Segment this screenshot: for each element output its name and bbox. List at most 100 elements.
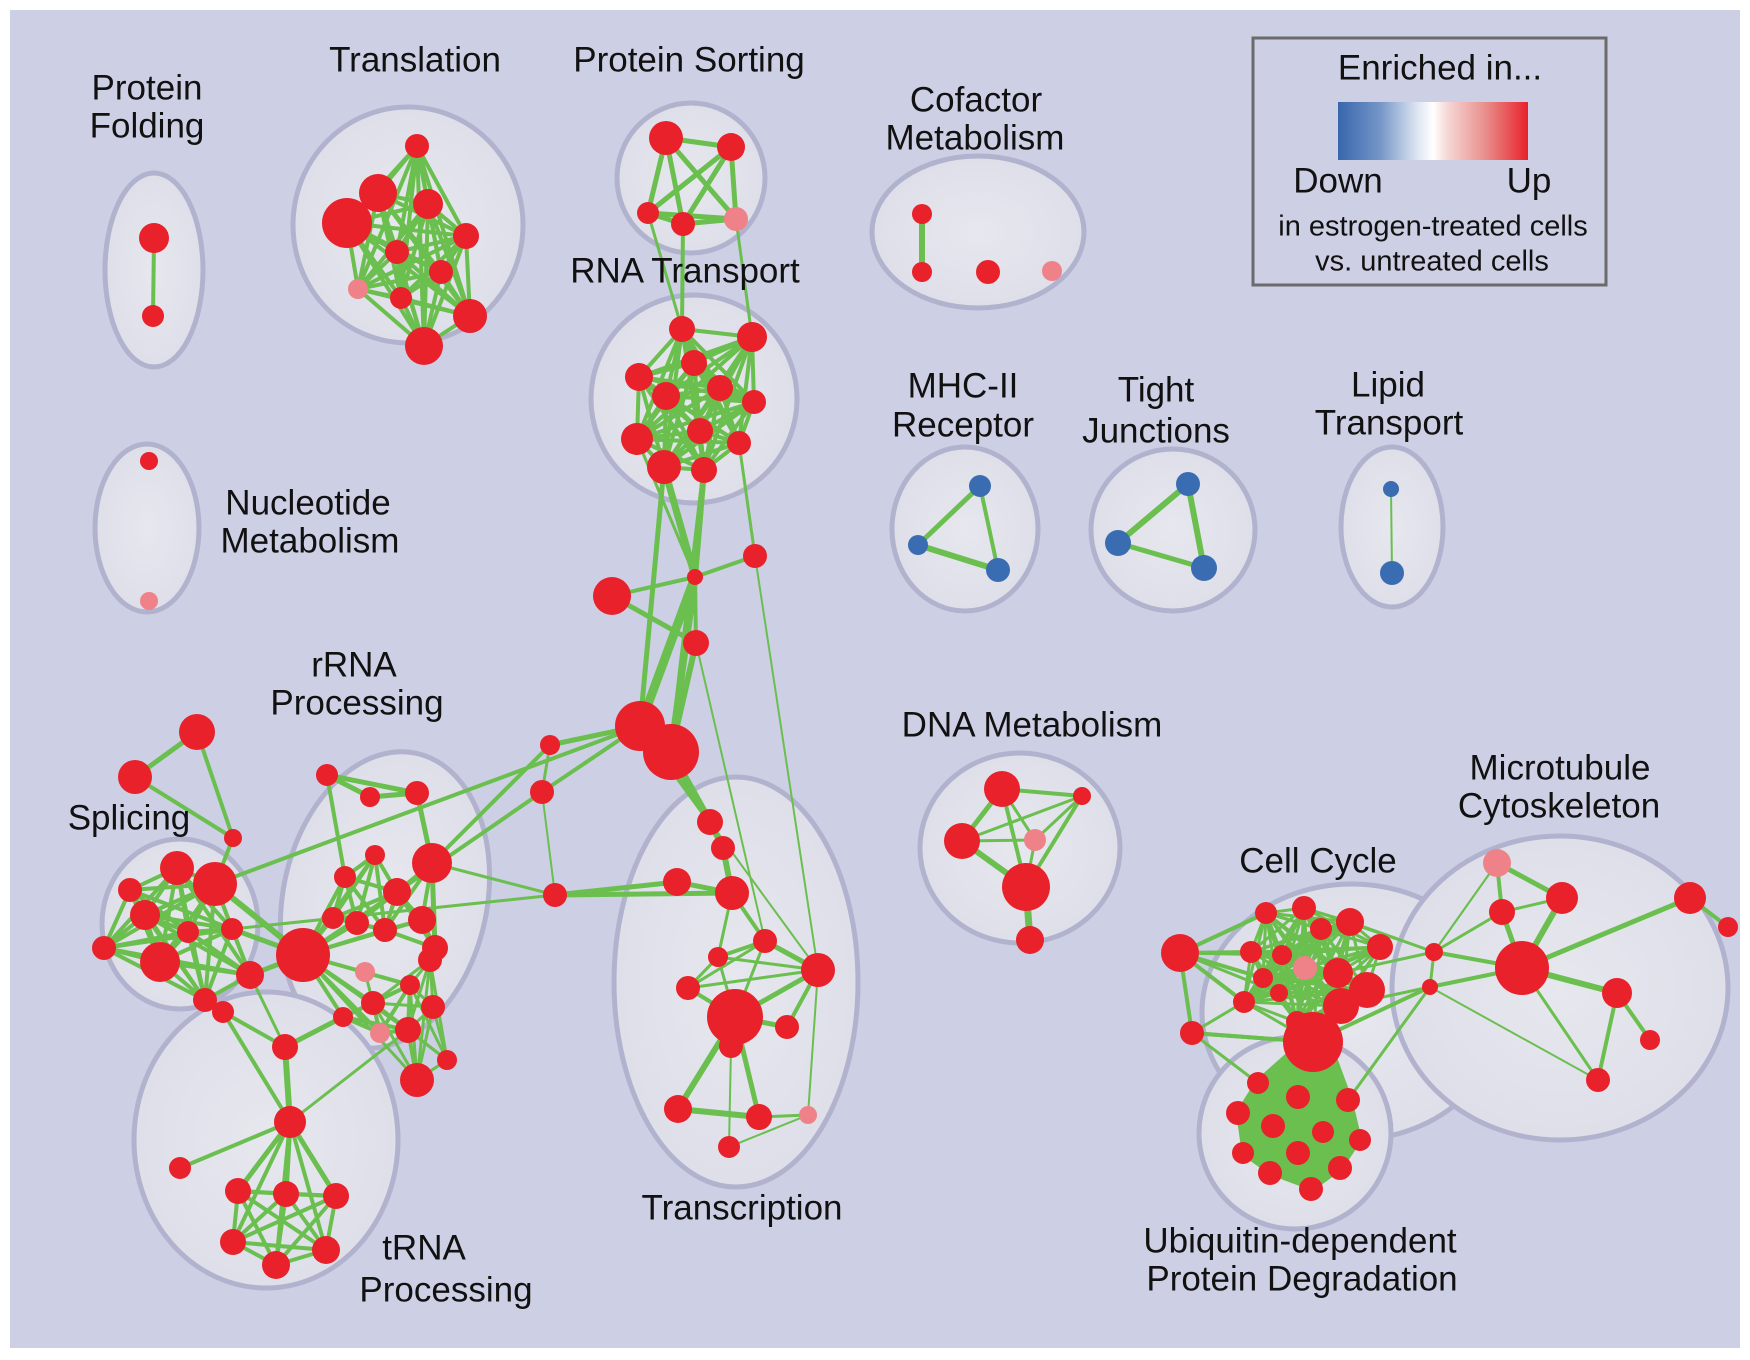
gene-set-node[interactable] [1286, 1141, 1310, 1165]
gene-set-node[interactable] [1383, 481, 1399, 497]
gene-set-node[interactable] [273, 1181, 299, 1207]
gene-set-node[interactable] [976, 260, 1000, 284]
gene-set-node[interactable] [1602, 978, 1632, 1008]
gene-set-node[interactable] [1226, 1101, 1250, 1125]
gene-set-node[interactable] [220, 1229, 246, 1255]
gene-set-node[interactable] [1261, 1114, 1285, 1138]
gene-set-node[interactable] [1016, 926, 1044, 954]
gene-set-node[interactable] [92, 936, 116, 960]
gene-set-node[interactable] [322, 907, 344, 929]
gene-set-node[interactable] [348, 279, 368, 299]
gene-set-node[interactable] [1495, 941, 1549, 995]
gene-set-node[interactable] [1255, 902, 1277, 924]
gene-set-node[interactable] [418, 948, 442, 972]
gene-set-node[interactable] [334, 866, 356, 888]
gene-set-node[interactable] [322, 198, 372, 248]
gene-set-node[interactable] [664, 1095, 692, 1123]
gene-set-node[interactable] [775, 1015, 799, 1039]
gene-set-node[interactable] [193, 862, 237, 906]
gene-set-node[interactable] [1270, 984, 1288, 1002]
gene-set-node[interactable] [437, 1050, 457, 1070]
gene-set-node[interactable] [370, 1023, 390, 1043]
gene-set-node[interactable] [1247, 1072, 1269, 1094]
gene-set-node[interactable] [1283, 1012, 1343, 1072]
gene-set-node[interactable] [118, 760, 152, 794]
gene-set-node[interactable] [593, 577, 631, 615]
gene-set-node[interactable] [1380, 561, 1404, 585]
gene-set-node[interactable] [683, 630, 709, 656]
gene-set-node[interactable] [1674, 882, 1706, 914]
gene-set-node[interactable] [1586, 1068, 1610, 1092]
gene-set-node[interactable] [743, 544, 767, 568]
gene-set-node[interactable] [697, 809, 723, 835]
gene-set-node[interactable] [142, 305, 164, 327]
gene-set-node[interactable] [801, 953, 835, 987]
gene-set-node[interactable] [1286, 1085, 1310, 1109]
gene-set-node[interactable] [140, 452, 158, 470]
gene-set-node[interactable] [383, 878, 411, 906]
gene-set-node[interactable] [413, 189, 443, 219]
gene-set-node[interactable] [1073, 787, 1091, 805]
gene-set-node[interactable] [1336, 908, 1364, 936]
gene-set-node[interactable] [390, 287, 412, 309]
gene-set-node[interactable] [453, 299, 487, 333]
gene-set-node[interactable] [1232, 1142, 1254, 1164]
gene-set-node[interactable] [221, 918, 243, 940]
gene-set-node[interactable] [1349, 972, 1385, 1008]
gene-set-node[interactable] [727, 431, 751, 455]
gene-set-node[interactable] [746, 1104, 772, 1130]
gene-set-node[interactable] [643, 724, 699, 780]
gene-set-node[interactable] [193, 988, 217, 1012]
gene-set-node[interactable] [718, 1136, 740, 1158]
gene-set-node[interactable] [912, 204, 932, 224]
gene-set-node[interactable] [719, 1034, 743, 1058]
gene-set-node[interactable] [1367, 934, 1393, 960]
gene-set-node[interactable] [637, 202, 659, 224]
gene-set-node[interactable] [737, 322, 767, 352]
gene-set-node[interactable] [323, 1183, 349, 1209]
gene-set-node[interactable] [1024, 829, 1046, 851]
gene-set-node[interactable] [453, 223, 479, 249]
gene-set-node[interactable] [225, 1178, 251, 1204]
gene-set-node[interactable] [312, 1236, 340, 1264]
gene-set-node[interactable] [676, 976, 700, 1000]
gene-set-node[interactable] [1240, 941, 1262, 963]
gene-set-node[interactable] [707, 989, 763, 1045]
gene-set-node[interactable] [160, 851, 194, 885]
gene-set-node[interactable] [1180, 1021, 1204, 1045]
gene-set-node[interactable] [421, 995, 445, 1019]
gene-set-node[interactable] [400, 975, 420, 995]
gene-set-node[interactable] [236, 961, 264, 989]
gene-set-node[interactable] [1176, 472, 1200, 496]
gene-set-node[interactable] [345, 911, 369, 935]
gene-set-node[interactable] [429, 260, 453, 284]
gene-set-node[interactable] [224, 829, 242, 847]
gene-set-node[interactable] [669, 316, 695, 342]
gene-set-node[interactable] [355, 962, 375, 982]
gene-set-node[interactable] [408, 906, 436, 934]
gene-set-node[interactable] [373, 918, 397, 942]
gene-set-node[interactable] [1718, 917, 1738, 937]
gene-set-node[interactable] [647, 450, 681, 484]
gene-set-node[interactable] [543, 883, 567, 907]
gene-set-node[interactable] [333, 1007, 353, 1027]
gene-set-node[interactable] [715, 876, 749, 910]
gene-set-node[interactable] [1483, 849, 1511, 877]
gene-set-node[interactable] [912, 262, 932, 282]
gene-set-node[interactable] [1105, 530, 1131, 556]
gene-set-node[interactable] [139, 223, 169, 253]
gene-set-node[interactable] [984, 771, 1020, 807]
gene-set-node[interactable] [1293, 956, 1317, 980]
gene-set-node[interactable] [361, 991, 385, 1015]
gene-set-node[interactable] [687, 569, 703, 585]
gene-set-node[interactable] [969, 475, 991, 497]
gene-set-node[interactable] [276, 928, 330, 982]
gene-set-node[interactable] [1161, 934, 1199, 972]
gene-set-node[interactable] [742, 390, 766, 414]
gene-set-node[interactable] [316, 764, 338, 786]
gene-set-node[interactable] [944, 823, 980, 859]
gene-set-node[interactable] [1292, 896, 1316, 920]
gene-set-node[interactable] [1002, 863, 1050, 911]
gene-set-node[interactable] [753, 929, 777, 953]
gene-set-node[interactable] [272, 1034, 298, 1060]
